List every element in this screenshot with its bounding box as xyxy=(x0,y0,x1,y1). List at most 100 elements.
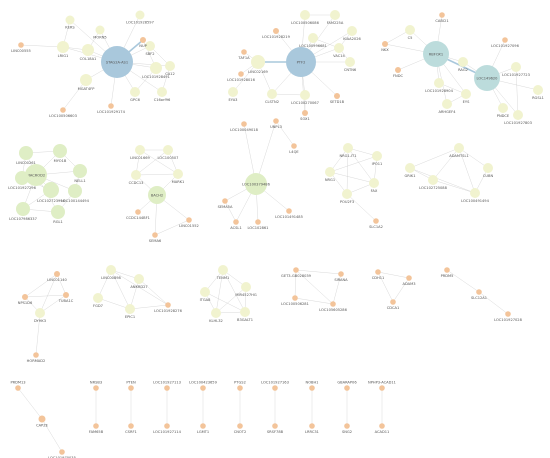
node-n4[interactable]: FAX xyxy=(369,178,379,193)
node-v2[interactable]: SIRANA xyxy=(334,271,348,282)
node-z7b[interactable]: LRRC31 xyxy=(305,423,319,434)
node-c5[interactable]: LOC101491485 xyxy=(275,208,303,219)
node-z8a[interactable]: GBARAP06 xyxy=(337,381,357,391)
node-k1[interactable]: STAG2A-AS1 xyxy=(101,46,133,78)
node-r5[interactable]: NKX xyxy=(381,41,389,52)
node-p12[interactable]: EYA3 xyxy=(228,87,238,102)
node-t5[interactable]: LOC101928276 xyxy=(154,302,183,313)
node-w2[interactable]: ADAM3 xyxy=(402,275,415,286)
node-v3[interactable]: LOC100506281 xyxy=(281,295,309,306)
node-r12[interactable]: LOC101927723 xyxy=(502,62,530,77)
node-p13[interactable]: CLSTN2 xyxy=(265,89,279,104)
node-a2[interactable]: GRIK1 xyxy=(405,163,416,178)
node-k5[interactable]: LINC00555 xyxy=(11,42,31,53)
node-p11[interactable]: CNTN6 xyxy=(344,57,357,72)
node-m9[interactable]: RGL1 xyxy=(51,205,65,224)
node-z1a[interactable]: NRSB3 xyxy=(90,381,102,391)
node-c2[interactable]: UNPL3 xyxy=(270,118,282,129)
node-c1[interactable]: LOC100049018 xyxy=(230,121,259,132)
node-k13[interactable]: CA12 xyxy=(165,61,175,76)
node-k10[interactable]: LOC101929174 xyxy=(97,103,126,114)
node-t1[interactable]: LINC00898 xyxy=(101,265,121,280)
node-n2[interactable]: IPO11 xyxy=(372,151,383,166)
node-b7[interactable]: LINC01552 xyxy=(179,217,199,228)
node-b5[interactable]: BACH2 xyxy=(148,186,166,204)
node-z5a[interactable]: PTGS2 xyxy=(234,381,246,391)
node-r3[interactable]: CABCI1 xyxy=(435,12,448,23)
node-x2[interactable]: SLC12A1 xyxy=(471,289,487,300)
node-p1[interactable]: PTF2 xyxy=(286,47,316,77)
node-r13[interactable]: RGSL1 xyxy=(532,85,544,100)
node-m5[interactable]: NELL1 xyxy=(73,164,87,183)
node-z4a[interactable]: LOC100423659 xyxy=(189,381,218,391)
node-b3[interactable]: CCDC13 xyxy=(129,170,144,185)
node-v1[interactable]: GET3-GB028039 xyxy=(281,267,312,278)
node-p7[interactable]: TAF1A xyxy=(237,49,250,60)
node-p15[interactable]: SETD1B xyxy=(330,93,345,104)
node-s3[interactable]: TUBA1C xyxy=(58,292,74,303)
node-p2[interactable]: LOC100506086 xyxy=(291,10,320,25)
node-r14[interactable]: PNDCE xyxy=(497,103,510,118)
node-z2a[interactable]: PTEN xyxy=(126,381,136,391)
node-z3b[interactable]: LOC101927114 xyxy=(153,423,182,434)
node-u4[interactable]: KLHL32 xyxy=(209,308,223,323)
node-c7[interactable]: LOC102861 xyxy=(248,219,269,230)
node-w1[interactable]: CDH11 xyxy=(372,269,385,280)
node-s5[interactable]: HORMAD2 xyxy=(27,352,46,363)
node-c8[interactable]: L4QE xyxy=(289,143,299,154)
node-a3[interactable]: CUBN xyxy=(483,163,494,178)
node-v4[interactable]: LOC105605286 xyxy=(319,301,348,312)
node-z5b[interactable]: CNOT2 xyxy=(234,423,247,434)
node-r4[interactable]: C5 xyxy=(405,25,415,40)
node-z6b[interactable]: SRSF78B xyxy=(267,423,284,434)
node-p16[interactable]: SOX1 xyxy=(300,110,310,121)
node-n5[interactable]: POU2F3 xyxy=(340,189,354,204)
node-u1[interactable]: TENM1 xyxy=(216,265,230,280)
node-x1[interactable]: PRDM5 xyxy=(441,267,454,278)
node-p14[interactable]: LOC100270067 xyxy=(291,90,319,105)
node-s1[interactable]: LINC01140 xyxy=(47,271,67,282)
node-u2[interactable]: ITGA8 xyxy=(200,287,211,302)
node-n6[interactable]: SLC1A2 xyxy=(369,218,383,229)
node-p4[interactable]: LOC101928219 xyxy=(262,28,291,39)
node-y1[interactable]: PRDM13 xyxy=(10,381,25,391)
node-t3[interactable]: FGD7 xyxy=(93,293,103,308)
node-b6[interactable]: CCDC144BF1 xyxy=(126,209,150,220)
node-r9[interactable]: EYS xyxy=(461,89,471,104)
node-k2[interactable]: KERS xyxy=(65,16,75,30)
node-z3a[interactable]: LOC101927113 xyxy=(153,381,181,391)
node-r1[interactable]: RBFOX1 xyxy=(423,41,449,67)
node-p9[interactable]: VAC14 xyxy=(333,43,345,58)
node-m2[interactable]: LINC00261 xyxy=(16,146,36,165)
node-x3[interactable]: LOC101927028 xyxy=(494,311,523,322)
node-n3[interactable]: NRG1 xyxy=(325,167,335,182)
node-c4[interactable]: SEMA5A xyxy=(218,198,233,209)
node-b2[interactable]: LOC100507 xyxy=(158,145,179,160)
node-r10[interactable]: ARHGEF4 xyxy=(438,99,456,114)
node-c6[interactable]: ACSL1 xyxy=(230,219,241,230)
node-p8[interactable]: LINC02169 xyxy=(248,55,268,74)
node-z9a[interactable]: NPHP3-ACAD11 xyxy=(368,381,396,391)
node-t4[interactable]: EPIC1 xyxy=(125,304,135,319)
node-k15[interactable]: C16orf96 xyxy=(154,87,171,102)
node-y2[interactable]: CAPZE xyxy=(36,416,49,428)
node-z6a[interactable]: LOC101927163 xyxy=(261,381,289,391)
node-k8[interactable]: MGAT4FP xyxy=(78,74,96,91)
node-c3[interactable]: LOC100379486 xyxy=(242,173,271,195)
node-b1[interactable]: LINC01669 xyxy=(130,145,150,160)
node-z9b[interactable]: ACAD11 xyxy=(375,423,390,434)
node-z4b[interactable]: LGMT1 xyxy=(197,423,209,434)
node-a4[interactable]: LOC102725088 xyxy=(419,175,448,190)
node-m3[interactable]: MYO1B xyxy=(53,144,67,163)
node-z7a[interactable]: NOBH1 xyxy=(306,381,319,391)
node-w3[interactable]: CDCA1 xyxy=(387,299,400,310)
node-r8[interactable]: LOC101928904 xyxy=(425,78,454,93)
node-b8[interactable]: SEMA6 xyxy=(149,232,162,243)
node-k14[interactable]: GPC6 xyxy=(130,87,141,102)
node-s4[interactable]: DYHK3 xyxy=(34,308,46,323)
node-p5[interactable]: KIAA2026 xyxy=(343,26,361,41)
node-a5[interactable]: LOC100491494 xyxy=(461,188,490,203)
node-r2[interactable]: LOC149620 xyxy=(474,65,500,91)
node-n1[interactable]: NRG1-IT1 xyxy=(339,143,356,158)
node-k3[interactable]: MORN5 xyxy=(93,26,106,40)
